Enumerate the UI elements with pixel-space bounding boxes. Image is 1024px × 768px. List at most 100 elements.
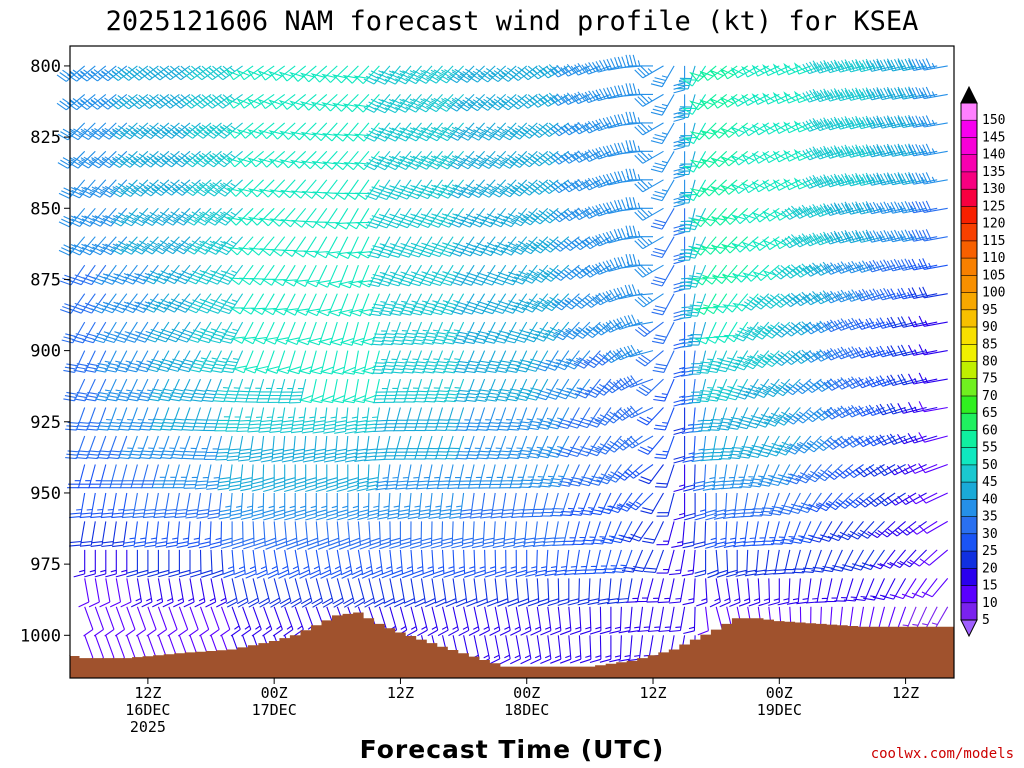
- wind-barb: [514, 350, 538, 373]
- wind-barb: [745, 407, 770, 429]
- wind-barb: [455, 578, 468, 608]
- wind-barb: [863, 578, 885, 601]
- wind-barb: [377, 492, 391, 520]
- wind-barb: [203, 93, 233, 109]
- colorbar-swatch: [961, 602, 977, 621]
- wind-barb: [103, 321, 128, 344]
- wind-barb: [476, 435, 496, 460]
- wind-barb: [459, 492, 475, 519]
- wind-barb: [448, 606, 459, 637]
- wind-barb: [264, 350, 286, 374]
- wind-barb: [589, 492, 612, 516]
- wind-barb: [436, 65, 464, 84]
- wind-barb: [326, 464, 338, 493]
- wind-barb: [604, 435, 633, 453]
- wind-barb: [101, 521, 117, 548]
- wind-barb: [88, 464, 107, 489]
- wind-barb: [192, 93, 222, 109]
- wind-barb: [86, 435, 107, 460]
- wind-barb: [577, 464, 601, 487]
- wind-barb: [446, 65, 475, 84]
- wind-barb: [241, 321, 265, 345]
- wind-barb: [513, 321, 538, 343]
- wind-barb: [241, 606, 252, 637]
- wind-barb: [843, 578, 865, 602]
- wind-barb: [911, 578, 938, 598]
- wind-barb: [299, 65, 328, 83]
- wind-barb: [104, 350, 128, 373]
- wind-barb: [267, 549, 279, 579]
- wind-barb: [705, 378, 728, 402]
- wind-barb: [801, 549, 822, 573]
- wind-barb: [908, 520, 938, 535]
- wind-barb: [587, 578, 601, 606]
- colorbar-label: 90: [982, 320, 998, 335]
- wind-barb: [823, 173, 854, 188]
- wind-barb: [183, 578, 195, 608]
- wind-barb: [90, 521, 107, 547]
- wind-barb: [502, 521, 517, 549]
- wind-barb: [823, 347, 854, 361]
- wind-barb: [595, 435, 622, 455]
- wind-barb: [193, 179, 222, 197]
- wind-barb: [104, 606, 115, 637]
- wind-barb: [304, 264, 328, 288]
- wind-barb: [261, 293, 286, 316]
- wind-barb: [540, 150, 570, 166]
- wind-barb: [589, 635, 602, 664]
- wind-barb: [292, 435, 307, 463]
- colorbar-label: 40: [982, 492, 998, 507]
- wind-barb: [237, 236, 265, 256]
- wind-barb: [367, 236, 391, 259]
- wind-barb: [523, 321, 549, 343]
- wind-barb: [173, 207, 201, 226]
- wind-barb: [589, 606, 602, 635]
- wind-barb: [520, 606, 532, 636]
- wind-barb: [669, 549, 686, 576]
- wind-barb: [499, 606, 511, 636]
- wind-barb: [673, 122, 686, 151]
- wind-barb: [174, 492, 191, 519]
- wind-barb: [520, 207, 549, 226]
- wind-barb: [440, 521, 454, 549]
- wind-barb: [311, 122, 338, 142]
- wind-barb: [170, 435, 191, 460]
- wind-barb: [319, 378, 338, 404]
- wind-barb: [140, 464, 159, 489]
- wind-barb: [424, 435, 444, 460]
- wind-barb: [437, 606, 449, 637]
- wind-barb: [530, 635, 542, 665]
- wind-barb: [653, 407, 675, 431]
- wind-barb: [311, 578, 324, 608]
- wind-barb: [125, 350, 149, 373]
- wind-barb: [625, 578, 644, 603]
- wind-barb: [623, 435, 654, 449]
- wind-barb: [344, 179, 370, 200]
- colorbar-swatch: [961, 568, 977, 586]
- wind-barb: [444, 435, 465, 460]
- wind-barb: [637, 606, 654, 633]
- wind-barb: [270, 236, 296, 257]
- wind-barb: [591, 118, 622, 132]
- wind-barb: [623, 405, 654, 419]
- wind-barb: [505, 549, 517, 578]
- wind-barb: [918, 115, 948, 128]
- wind-barb: [697, 606, 709, 636]
- wind-barb: [550, 122, 580, 137]
- wind-barb: [316, 293, 338, 317]
- colorbar-swatch: [961, 258, 977, 276]
- wind-barb: [294, 293, 317, 316]
- wind-barb: [279, 122, 307, 140]
- wind-barb: [199, 606, 210, 637]
- wind-barb: [824, 578, 843, 603]
- credit-text: coolwx.com/models: [871, 746, 1014, 762]
- wind-barb: [772, 378, 801, 397]
- wind-barb: [812, 145, 843, 160]
- colorbar-swatch: [961, 206, 977, 224]
- wind-barb: [833, 346, 864, 360]
- wind-barb: [260, 264, 286, 286]
- wind-barb: [290, 179, 317, 199]
- wind-barb: [628, 521, 654, 542]
- wind-barb: [152, 207, 180, 226]
- wind-barb: [308, 350, 328, 375]
